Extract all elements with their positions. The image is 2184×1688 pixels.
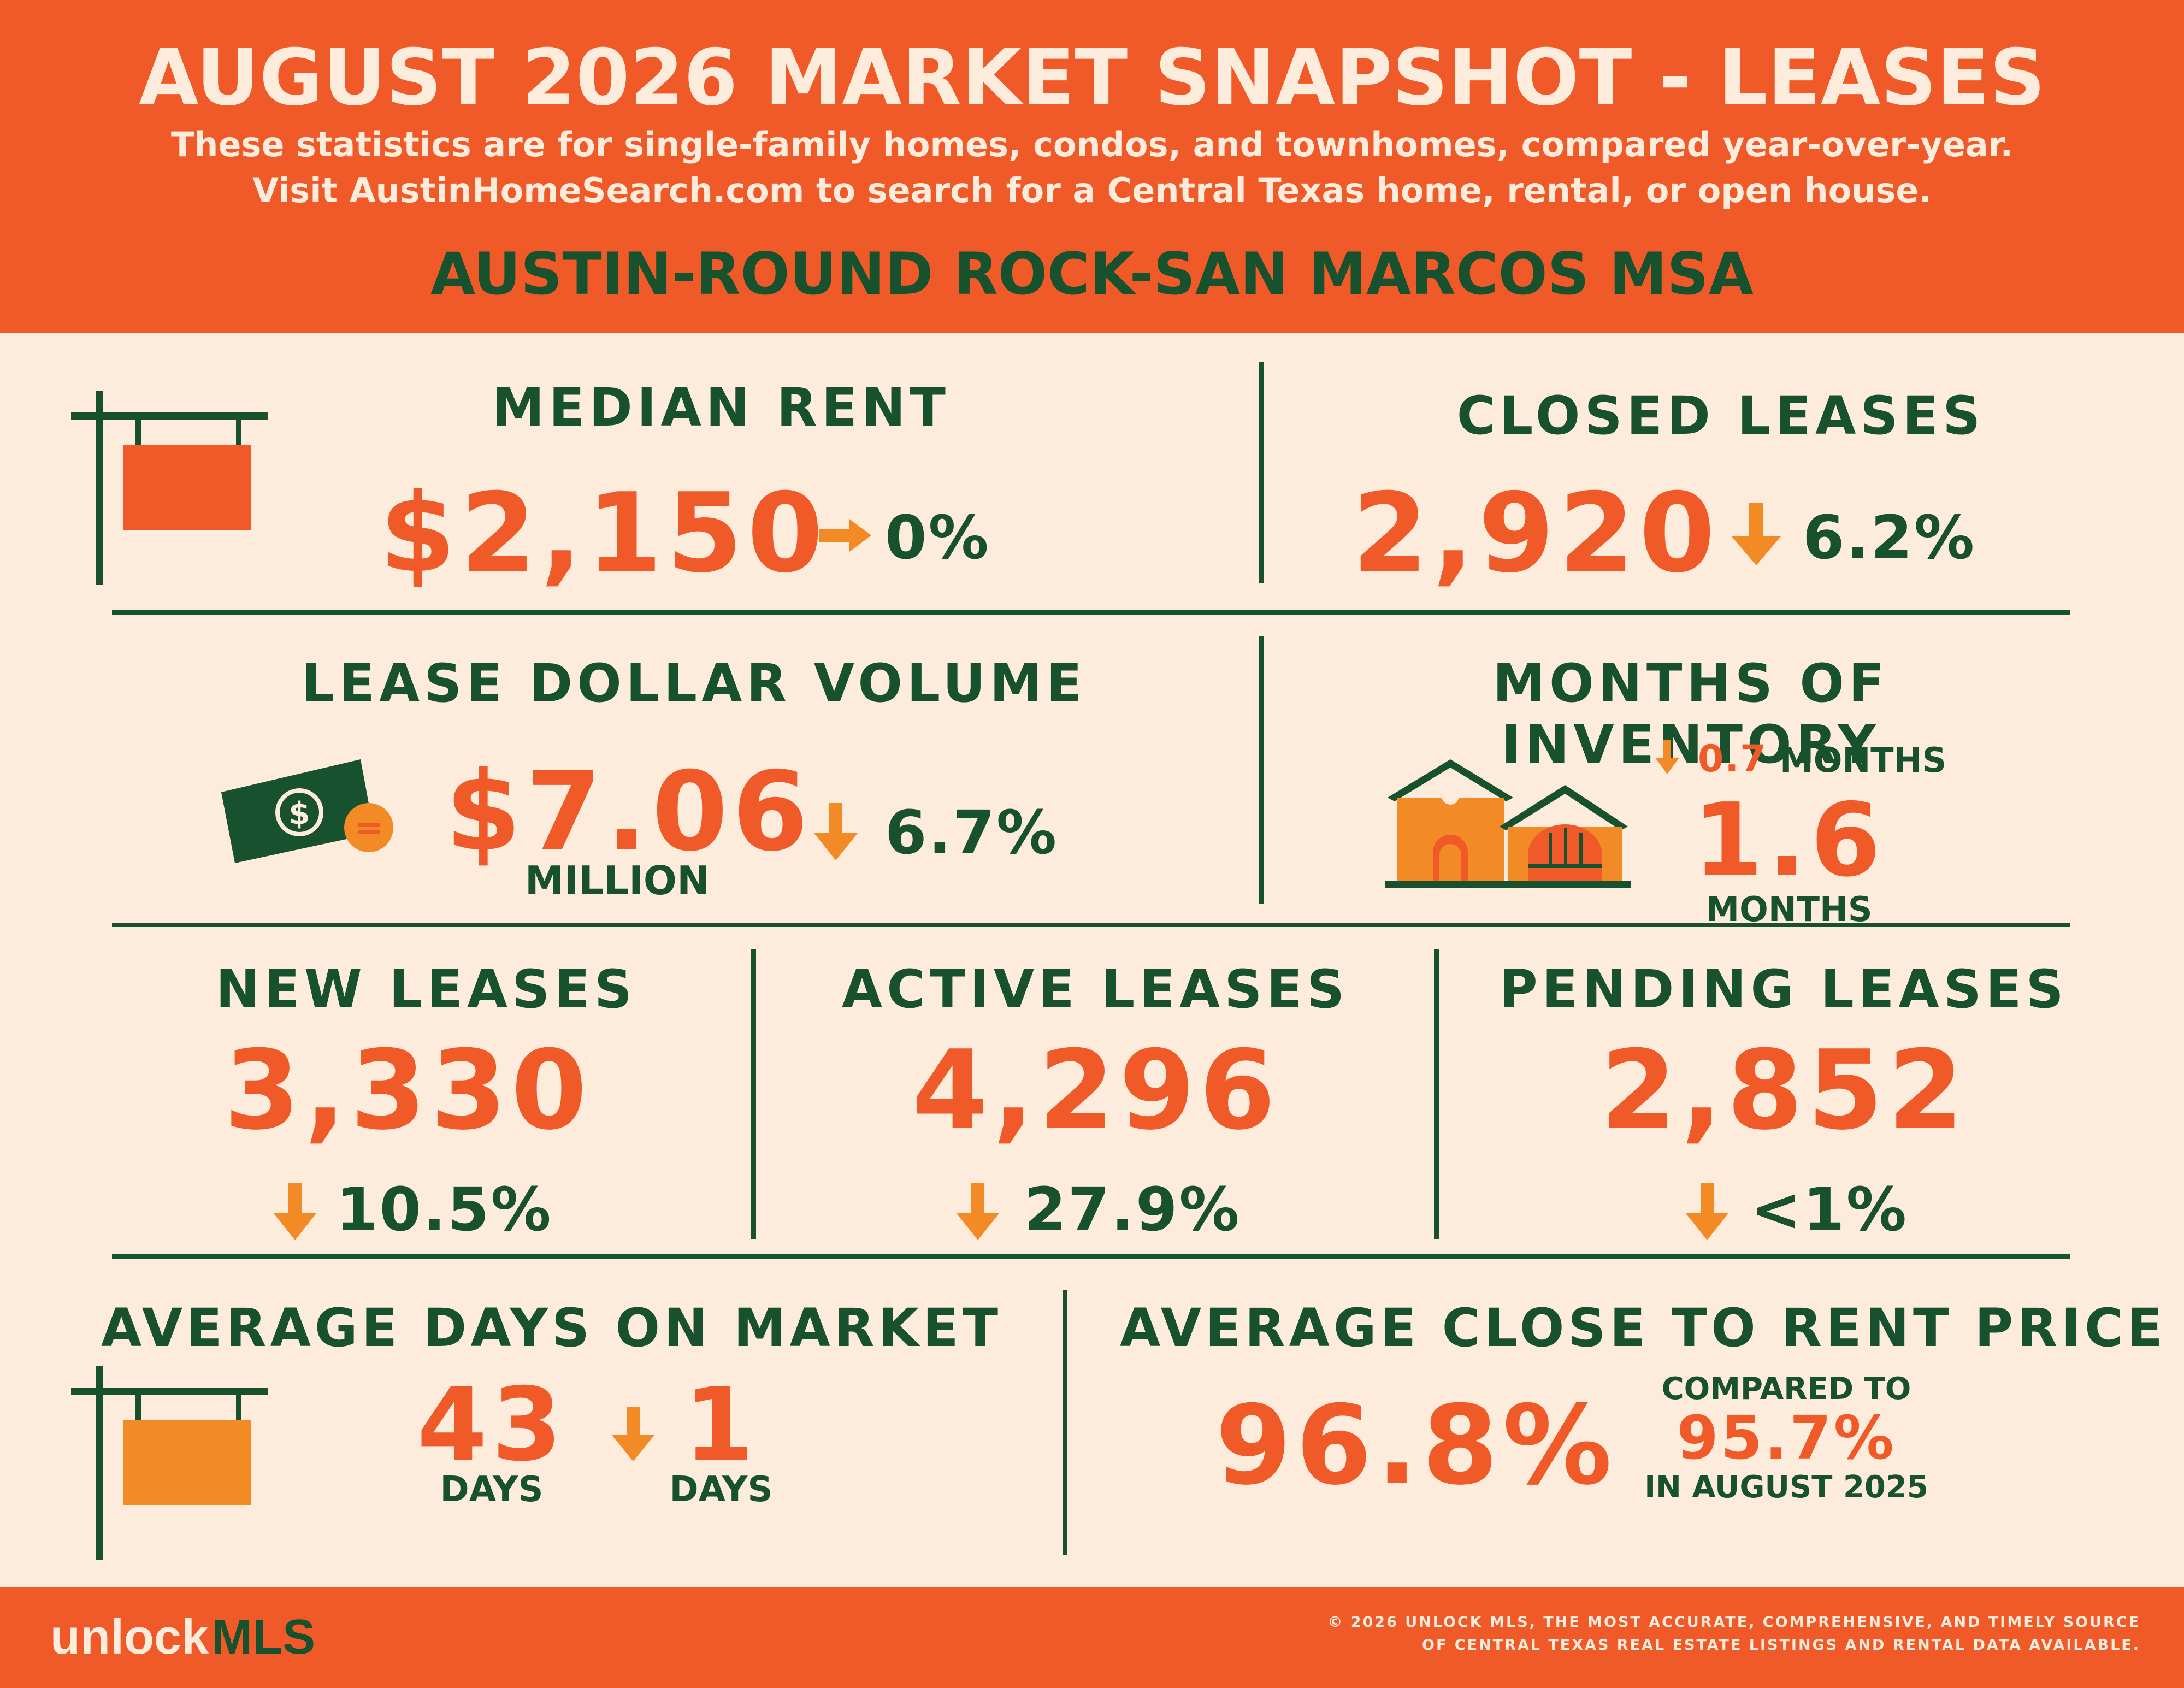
median-rent-label: MEDIAN RENT [492, 377, 950, 438]
divider-1 [112, 610, 2070, 615]
new-leases-label: NEW LEASES [215, 959, 637, 1020]
inventory-change-unit: MONTHS [1780, 740, 1947, 780]
arrow-down-icon [814, 803, 858, 860]
avg-days-unit: DAYS [440, 1469, 544, 1510]
closed-leases-label: CLOSED LEASES [1456, 385, 1985, 446]
active-leases-change: 27.9% [1024, 1174, 1241, 1244]
vdivider-5 [1063, 1290, 1067, 1555]
lease-volume-value: $7.06 [445, 748, 813, 876]
pending-leases-label: PENDING LEASES [1499, 959, 2068, 1020]
footer-bar: unlock MLS © 2026 UNLOCK MLS, THE MOST A… [0, 1587, 2184, 1688]
arrow-down-icon [612, 1407, 654, 1461]
svg-text:$: $ [289, 796, 310, 831]
avg-days-label: AVERAGE DAYS ON MARKET [101, 1297, 1002, 1359]
pending-leases-value: 2,852 [1601, 1027, 1968, 1154]
lease-volume-label: LEASE DOLLAR VOLUME [301, 653, 1087, 714]
arrow-down-icon [1655, 740, 1679, 774]
copyright-line-1: © 2026 UNLOCK MLS, THE MOST ACCURATE, CO… [1327, 1614, 2140, 1631]
inventory-value: 1.6 [1693, 781, 1885, 899]
page-title: AUGUST 2026 MARKET SNAPSHOT - LEASES [138, 33, 2046, 123]
vdivider-3 [751, 949, 756, 1239]
logo-mls-text: MLS [211, 1610, 316, 1665]
arrow-down-icon [956, 1183, 1000, 1240]
closed-leases-change: 6.2% [1803, 503, 1976, 572]
divider-2 [112, 923, 2070, 927]
active-leases-value: 4,296 [912, 1027, 1280, 1154]
avg-days-value: 43 [417, 1366, 566, 1484]
median-rent-value: $2,150 [380, 470, 828, 597]
region-title: AUSTIN-ROUND ROCK-SAN MARCOS MSA [430, 240, 1754, 308]
compared-value: 95.7% [1677, 1403, 1896, 1473]
pending-leases-change: <1% [1751, 1174, 1908, 1244]
close-to-rent-label: AVERAGE CLOSE TO RENT PRICE [1120, 1297, 2167, 1359]
avg-days-change: 1 [683, 1366, 759, 1484]
money-icon: $ [221, 759, 393, 863]
arrow-down-icon [1685, 1183, 1729, 1240]
avg-days-change-unit: DAYS [669, 1469, 773, 1510]
header-banner: AUGUST 2026 MARKET SNAPSHOT - LEASES The… [0, 0, 2184, 333]
vdivider-1 [1259, 362, 1264, 583]
close-to-rent-value: 96.8% [1215, 1382, 1616, 1509]
arrow-down-icon [1732, 503, 1781, 565]
sign-icon [71, 391, 268, 585]
inventory-label: MONTHS OF INVENTORY [1492, 653, 1889, 775]
house-icon [1385, 759, 1631, 888]
active-leases-label: ACTIVE LEASES [841, 959, 1349, 1020]
compared-period: IN AUGUST 2025 [1644, 1469, 1928, 1505]
lease-volume-unit: MILLION [524, 858, 710, 904]
lease-volume-change: 6.7% [885, 798, 1059, 867]
copyright-line-2: OF CENTRAL TEXAS REAL ESTATE LISTINGS AN… [1422, 1637, 2140, 1654]
compared-to-label: COMPARED TO [1661, 1371, 1911, 1407]
new-leases-change: 10.5% [336, 1174, 553, 1244]
inventory-unit: MONTHS [1705, 889, 1873, 929]
unlock-mls-logo: unlock MLS [50, 1609, 315, 1666]
median-rent-change: 0% [885, 503, 990, 572]
subtitle-line-1: These statistics are for single-family h… [170, 125, 2013, 164]
closed-leases-value: 2,920 [1352, 470, 1720, 597]
inventory-change-value: 0.7 [1698, 737, 1767, 781]
arrow-right-icon [819, 519, 871, 552]
new-leases-value: 3,330 [224, 1027, 592, 1154]
divider-3 [112, 1254, 2070, 1259]
subtitle-line-2: Visit AustinHomeSearch.com to search for… [252, 170, 1932, 210]
vdivider-4 [1434, 949, 1439, 1239]
logo-unlock-text: unlock [50, 1610, 209, 1665]
sign-icon [71, 1366, 268, 1560]
vdivider-2 [1259, 636, 1264, 904]
arrow-down-icon [273, 1183, 317, 1240]
